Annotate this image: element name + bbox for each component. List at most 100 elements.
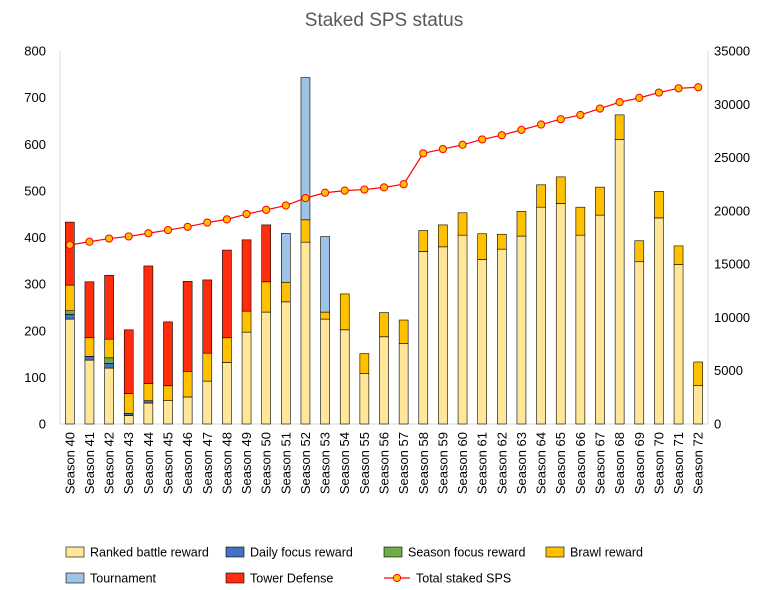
bar-segment (516, 235, 527, 425)
bar-segment (123, 329, 134, 394)
line-point (478, 135, 487, 144)
legend-swatch (545, 546, 565, 558)
line-point (497, 131, 506, 140)
bar-segment (123, 393, 134, 414)
bar-segment (555, 176, 566, 204)
bar-segment (281, 233, 291, 283)
legend-label: Brawl reward (570, 546, 643, 560)
bar-segment (104, 367, 114, 425)
y2-tick-label: 25000 (714, 150, 750, 165)
line-point (576, 110, 585, 120)
x-tick-label: Season 72 (691, 432, 706, 494)
y2-tick-label: 5000 (714, 363, 743, 378)
line-point (262, 205, 271, 214)
x-tick-label: Season 63 (514, 432, 529, 494)
bar-segment (65, 318, 75, 425)
bar-segment (339, 293, 350, 331)
legend-label: Tower Defense (250, 572, 333, 586)
bar-segment (536, 184, 546, 208)
y-tick-label: 700 (24, 90, 46, 105)
x-tick-label: Season 59 (435, 432, 450, 494)
bar-segment (634, 261, 645, 425)
x-tick-label: Season 50 (259, 432, 274, 494)
legend-marker (392, 573, 402, 583)
y-tick-label: 500 (24, 183, 46, 198)
bar-segment (634, 240, 645, 263)
x-tick-label: Season 41 (82, 432, 97, 494)
y-tick-label: 600 (24, 137, 46, 152)
y-tick-label: 300 (24, 277, 46, 292)
x-tick-label: Season 62 (494, 432, 509, 494)
line-point (694, 83, 703, 92)
x-tick-label: Season 52 (298, 432, 313, 494)
legend-swatch (65, 572, 85, 584)
legend-swatch (65, 546, 85, 558)
bars (65, 77, 703, 425)
y-tick-label: 100 (24, 370, 46, 385)
line-point (340, 186, 349, 195)
bar-segment (281, 301, 291, 425)
bar-segment (65, 314, 75, 320)
line-point (320, 188, 330, 197)
line-point (556, 115, 565, 124)
bar-segment (104, 338, 114, 359)
legend-swatch (383, 546, 403, 558)
bar-segment (418, 251, 429, 425)
line-point (281, 201, 290, 210)
bar-segment (84, 356, 95, 361)
bar-segment (497, 233, 507, 250)
line-point (517, 125, 526, 134)
bar-segment (84, 281, 95, 339)
y2-tick-label: 0 (714, 417, 721, 432)
line-point (124, 232, 133, 241)
bar-segment (673, 264, 684, 425)
bar-segment (241, 239, 252, 312)
bar-segment (575, 206, 586, 236)
bar-segment (673, 245, 684, 265)
bar-segment (281, 281, 291, 303)
x-tick-label: Season 46 (180, 432, 195, 494)
line-point (615, 98, 624, 107)
y-tick-label: 800 (24, 44, 46, 59)
line-point (536, 120, 546, 129)
line-point (163, 225, 173, 235)
bar-segment (398, 343, 409, 425)
legend-label: Tournament (90, 572, 157, 586)
bar-segment (477, 233, 487, 260)
x-tick-label: Season 57 (396, 432, 411, 494)
bar-segment (163, 385, 173, 401)
bar-segment (65, 221, 75, 286)
bar-segment (300, 219, 311, 243)
line-point (419, 149, 428, 158)
x-tick-label: Season 51 (278, 432, 293, 494)
bar-segment (84, 337, 95, 357)
legend-swatch (225, 546, 245, 558)
legend-label: Daily focus reward (250, 546, 353, 560)
chart-title: Staked SPS status (305, 10, 463, 31)
line-point (674, 84, 683, 93)
bar-segment (65, 310, 75, 315)
x-tick-label: Season 65 (553, 432, 568, 494)
bar-segment (163, 400, 173, 425)
bar-segment (438, 224, 448, 248)
line-point (635, 93, 644, 102)
x-tick-label: Season 55 (357, 432, 372, 494)
x-tick-label: Season 67 (593, 432, 608, 494)
x-tick-label: Season 68 (612, 432, 627, 494)
bar-segment (261, 281, 271, 313)
bar-segment (202, 279, 213, 354)
y2-tick-label: 20000 (714, 203, 750, 218)
bar-segment (320, 318, 330, 425)
x-tick-label: Season 49 (239, 432, 254, 494)
line-point (144, 229, 153, 238)
bar-segment (143, 383, 154, 401)
x-tick-label: Season 64 (534, 432, 549, 494)
x-tick-label: Season 43 (121, 432, 136, 494)
bar-segment (143, 402, 154, 425)
y-tick-label: 200 (24, 323, 46, 338)
bar-segment (693, 385, 703, 425)
bar-segment (339, 329, 350, 425)
bar-segment (104, 357, 114, 364)
bar-segment (516, 211, 527, 237)
